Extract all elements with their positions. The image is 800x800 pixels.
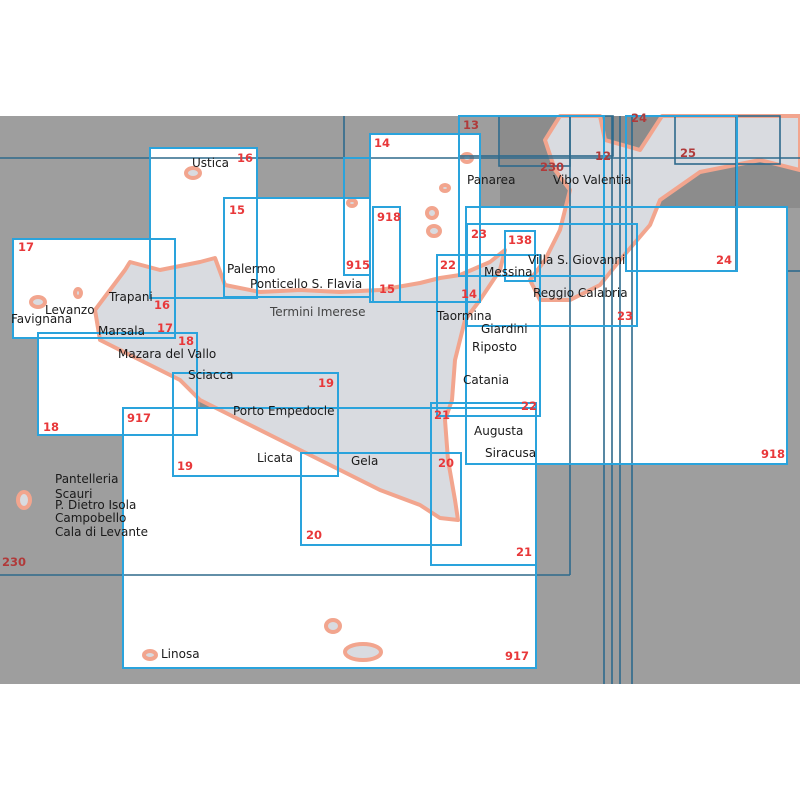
chart-number[interactable]: 15 [229, 203, 245, 217]
label-p-dietro-isola: P. Dietro Isola [55, 498, 136, 512]
label-giardini: Giardini [481, 322, 528, 336]
pantelleria-island [16, 490, 32, 510]
label-panarea: Panarea [467, 173, 515, 187]
label-termini-imerese: Termini Imerese [269, 305, 365, 319]
chart-number[interactable]: 20 [438, 456, 454, 470]
chart-number[interactable]: 21 [434, 408, 450, 422]
chart-number[interactable]: 12 [595, 149, 611, 163]
chart-17-outline[interactable] [12, 238, 176, 339]
label-sciacca: Sciacca [188, 368, 233, 382]
chart-number[interactable]: 918 [377, 210, 401, 224]
aeolian-island [426, 224, 442, 238]
ustica-island [184, 166, 202, 180]
chart-number[interactable]: 14 [461, 287, 477, 301]
chart-21-outline[interactable] [430, 402, 537, 566]
chart-number[interactable]: 22 [440, 258, 456, 272]
chart-18-outline[interactable] [37, 332, 198, 436]
label-campobello: Campobello [55, 511, 126, 525]
chart-16-outline[interactable] [149, 147, 258, 299]
label-catania: Catania [463, 373, 509, 387]
chart-number[interactable]: 138 [508, 233, 532, 247]
label-reggio-calabria: Reggio Calabria [533, 286, 628, 300]
place-labels: Ustica Palermo Ponticello S. Flavia Term… [11, 156, 631, 661]
label-siracusa: Siracusa [485, 446, 536, 460]
chart-number[interactable]: 16 [154, 298, 170, 312]
chart-number[interactable]: 25 [680, 146, 696, 160]
chart-number[interactable]: 22 [521, 399, 537, 413]
chart-20-outline[interactable] [300, 452, 462, 546]
label-levanzo: Levanzo [45, 303, 95, 317]
label-palermo: Palermo [227, 262, 276, 276]
chart-number[interactable]: 230 [2, 555, 26, 569]
chart-number[interactable]: 917 [127, 411, 151, 425]
label-taormina: Taormina [436, 309, 492, 323]
label-vibo-valentia: Vibo Valentia [553, 173, 631, 187]
label-scauri: Scauri [55, 487, 92, 501]
chart-13-outline[interactable] [458, 115, 605, 277]
chart-number[interactable]: 17 [157, 321, 173, 335]
lampione-island [324, 618, 342, 634]
chart-number[interactable]: 14 [374, 136, 390, 150]
label-favignana: Favignana [11, 312, 72, 326]
chart-19-outline[interactable] [172, 372, 339, 477]
label-linosa: Linosa [161, 647, 200, 661]
linosa-island [142, 649, 158, 661]
chart-outlines [12, 115, 788, 669]
chart-number[interactable]: 18 [43, 420, 59, 434]
chart-24-outline[interactable] [625, 115, 738, 272]
chart-number[interactable]: 21 [516, 545, 532, 559]
chart-numbers[interactable]: 16 16 15 15 17 17 18 18 19 19 917 917 20… [2, 111, 785, 663]
lampedusa-island [343, 642, 383, 662]
label-mazara: Mazara del Vallo [118, 347, 216, 361]
chart-number[interactable]: 13 [463, 118, 479, 132]
label-trapani: Trapani [108, 290, 153, 304]
chart-number[interactable]: 18 [178, 334, 194, 348]
label-messina: Messina [484, 265, 533, 279]
chart-138-outline[interactable] [504, 230, 536, 282]
chart-number[interactable]: 915 [346, 258, 370, 272]
chart-number[interactable]: 230 [540, 160, 564, 174]
chart-number[interactable]: 24 [716, 253, 732, 267]
chart-number[interactable]: 23 [617, 309, 633, 323]
label-gela: Gela [351, 454, 378, 468]
levanzo-island [73, 287, 83, 299]
label-augusta: Augusta [474, 424, 523, 438]
label-riposto: Riposto [472, 340, 517, 354]
chart-number[interactable]: 24 [631, 111, 647, 125]
aeolian-island [346, 198, 358, 208]
aeolian-island [425, 206, 439, 220]
aeolian-island [439, 183, 451, 193]
label-licata: Licata [257, 451, 293, 465]
chart-number[interactable]: 17 [18, 240, 34, 254]
chart-number[interactable]: 23 [471, 227, 487, 241]
favignana-island [29, 295, 47, 309]
chart-number[interactable]: 918 [761, 447, 785, 461]
label-cala-di-levante: Cala di Levante [55, 525, 148, 539]
label-pantelleria: Pantelleria [55, 472, 118, 486]
calabria [528, 114, 800, 302]
label-ponticello: Ponticello S. Flavia [250, 277, 362, 291]
chart-number[interactable]: 917 [505, 649, 529, 663]
chart-number[interactable]: 16 [237, 151, 253, 165]
label-villa-s-giovanni: Villa S. Giovanni [528, 253, 625, 267]
chart-number[interactable]: 20 [306, 528, 322, 542]
chart-number[interactable]: 15 [379, 282, 395, 296]
chart-number[interactable]: 19 [318, 376, 334, 390]
chart-915-outline[interactable] [343, 157, 371, 276]
chart-22-outline[interactable] [436, 254, 541, 417]
label-porto-empedocle: Porto Empedocle [233, 404, 335, 418]
label-marsala: Marsala [98, 324, 145, 338]
label-ustica: Ustica [192, 156, 229, 170]
chart-number[interactable]: 19 [177, 459, 193, 473]
chart-918-small-outline[interactable] [372, 206, 401, 303]
